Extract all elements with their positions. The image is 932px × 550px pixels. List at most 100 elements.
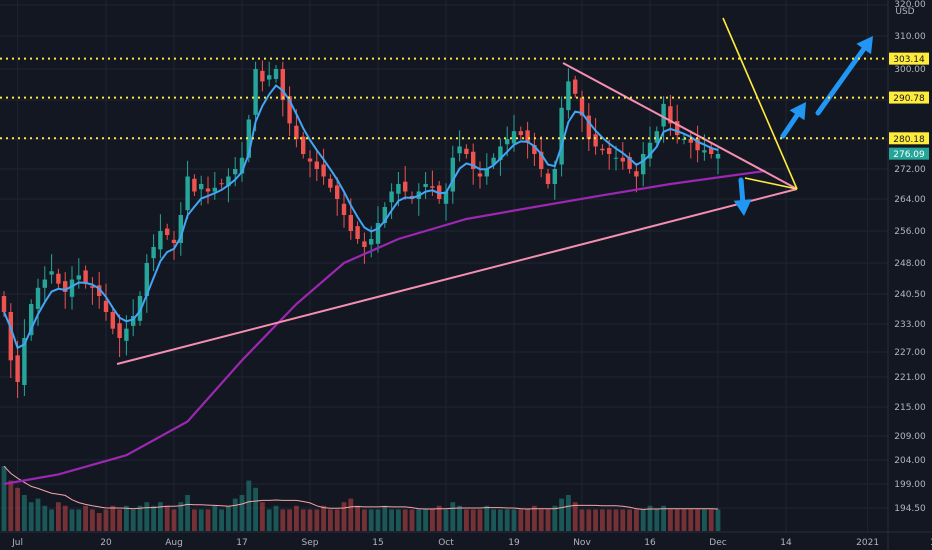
volume-bar bbox=[28, 502, 34, 531]
volume-bar bbox=[307, 509, 313, 531]
volume-ma-line bbox=[3, 465, 719, 510]
candle-body bbox=[29, 304, 34, 336]
x-tick-label: Oct bbox=[438, 538, 454, 548]
candle-body bbox=[539, 151, 544, 169]
arrow-up-small-shaft bbox=[780, 112, 800, 139]
candle-body bbox=[205, 188, 211, 192]
candle-body bbox=[294, 125, 299, 139]
price-level-badge bbox=[889, 52, 929, 65]
candle-body bbox=[593, 134, 598, 147]
candle-body bbox=[695, 138, 700, 151]
volume-bar bbox=[430, 509, 435, 531]
candle-body bbox=[165, 228, 170, 235]
candle-body bbox=[260, 70, 265, 82]
volume-bar bbox=[600, 509, 605, 531]
volume-bar bbox=[198, 509, 204, 531]
volume-bar bbox=[518, 509, 524, 531]
volume-bar bbox=[375, 509, 381, 531]
candle-body bbox=[83, 270, 88, 284]
volume-bar bbox=[178, 502, 184, 531]
candle-body bbox=[396, 184, 401, 194]
volume-bar bbox=[566, 495, 571, 531]
candle-body bbox=[464, 148, 469, 154]
price-level-badge bbox=[889, 132, 929, 145]
volume-bar bbox=[314, 509, 320, 531]
candle-body bbox=[151, 247, 156, 259]
volume-bar bbox=[280, 509, 286, 531]
candle-body bbox=[253, 69, 258, 115]
volume-bar bbox=[423, 509, 428, 531]
candle-body bbox=[668, 106, 673, 124]
y-axis[interactable]: 194.50 199.00 204.00 209.00 215.00 221.00 227.… bbox=[894, 0, 926, 514]
volume-bar bbox=[260, 502, 265, 531]
candle-body bbox=[511, 131, 517, 144]
candle-body bbox=[491, 157, 496, 165]
volume-bar bbox=[62, 505, 68, 531]
volume-bar bbox=[103, 509, 109, 531]
candle-body bbox=[158, 231, 163, 250]
x-tick-label: 16 bbox=[644, 538, 656, 548]
x-tick-label: Nov bbox=[573, 538, 591, 548]
volume-bar bbox=[164, 505, 170, 531]
candle-body bbox=[76, 275, 81, 280]
volume-bar bbox=[538, 509, 544, 531]
volume-bar bbox=[266, 509, 272, 531]
volume-bar bbox=[219, 509, 224, 531]
candle-body bbox=[355, 226, 360, 239]
volume-bar bbox=[695, 509, 700, 531]
candle-body bbox=[566, 81, 571, 111]
volume-bar bbox=[362, 509, 367, 531]
currency-label: USD bbox=[895, 7, 914, 17]
volume-bar bbox=[511, 509, 517, 531]
volume-bar bbox=[579, 509, 585, 531]
candle-body bbox=[301, 136, 306, 154]
volume-bar bbox=[117, 509, 122, 531]
volume-bar bbox=[545, 509, 551, 531]
x-axis[interactable]: Jul 20 Aug 17 Sep 15 Oct 19 Nov 16 Dec 14 2021 15 bbox=[11, 538, 932, 548]
volume-bar bbox=[334, 509, 340, 531]
ema-line bbox=[3, 84, 719, 350]
candle-body bbox=[178, 215, 183, 243]
volume-bar bbox=[708, 509, 714, 531]
x-tick-label: 2021 bbox=[856, 538, 879, 548]
x-tick-label: 15 bbox=[930, 538, 932, 548]
y-tick-label: 194.50 bbox=[894, 504, 926, 514]
volume-bar bbox=[232, 498, 238, 531]
x-tick-label: Aug bbox=[165, 538, 183, 548]
candle-body bbox=[505, 139, 510, 145]
candle-body bbox=[688, 139, 693, 143]
volume-bar bbox=[49, 509, 54, 531]
candle-body bbox=[90, 286, 95, 288]
candle-body bbox=[348, 215, 353, 231]
price-level-label: 303.14 bbox=[893, 55, 925, 65]
volume-bar bbox=[409, 509, 415, 531]
volume-bar bbox=[328, 509, 333, 531]
volume-bar bbox=[76, 509, 82, 531]
volume-bar bbox=[1, 466, 7, 531]
volume-bar bbox=[613, 509, 619, 531]
candle-body bbox=[137, 296, 143, 321]
price-level-badge bbox=[889, 91, 929, 104]
volume-bar bbox=[498, 509, 503, 531]
candle-body bbox=[287, 96, 292, 124]
candle-body bbox=[450, 157, 455, 192]
volume-bar bbox=[464, 509, 469, 531]
volume-bar bbox=[715, 509, 721, 531]
y-tick-label: 256.00 bbox=[894, 227, 926, 237]
y-tick-label: 248.00 bbox=[894, 259, 926, 269]
candle-body bbox=[715, 154, 721, 159]
volume-bar bbox=[457, 505, 462, 531]
y-tick-label: 215.00 bbox=[894, 403, 926, 413]
candle-body bbox=[56, 273, 61, 284]
volume-bar bbox=[654, 509, 660, 531]
volume-bar bbox=[491, 509, 496, 531]
volume-bar bbox=[185, 495, 190, 531]
candle-body bbox=[246, 119, 251, 158]
y-tick-label: 227.00 bbox=[894, 348, 926, 358]
candle-body bbox=[97, 285, 102, 296]
candle-body bbox=[8, 312, 13, 361]
candle-body bbox=[498, 146, 503, 160]
candle-body bbox=[69, 279, 75, 297]
x-tick-label: Jul bbox=[11, 538, 23, 548]
